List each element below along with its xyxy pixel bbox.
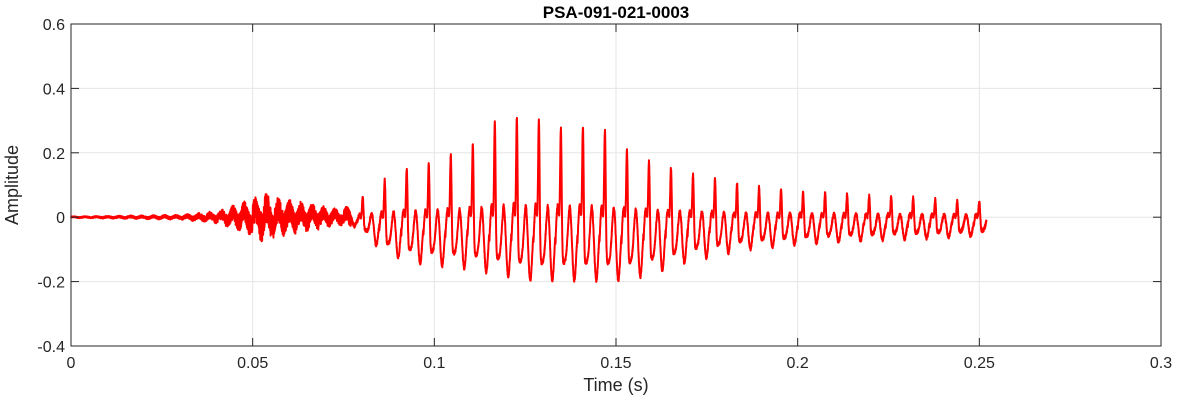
x-tick-label: 0.2 xyxy=(787,355,809,372)
x-tick-label: 0.15 xyxy=(600,355,631,372)
x-tick-label: 0.05 xyxy=(237,355,268,372)
y-tick-label: -0.4 xyxy=(37,339,65,356)
y-tick-label: 0.2 xyxy=(43,146,65,163)
y-tick-label: 0.6 xyxy=(43,17,65,34)
y-axis-label: Amplitude xyxy=(2,145,22,225)
x-tick-label: 0 xyxy=(67,355,76,372)
plot-area xyxy=(70,116,988,283)
chart-title: PSA-091-021-0003 xyxy=(543,3,689,22)
x-tick-label: 0.1 xyxy=(423,355,445,372)
y-tick-label: -0.2 xyxy=(37,275,65,292)
y-tick-label: 0 xyxy=(56,210,65,227)
ticks: 0 0.05 0.1 0.15 0.2 0.25 0.3 -0.4 -0.2 0 0.2 0.4 0.6 xyxy=(37,17,1172,372)
y-tick-label: 0.4 xyxy=(43,81,65,98)
x-tick-label: 0.3 xyxy=(1150,355,1172,372)
x-tick-label: 0.25 xyxy=(964,355,995,372)
x-axis-label: Time (s) xyxy=(583,375,648,395)
waveform-series-line xyxy=(70,116,988,283)
